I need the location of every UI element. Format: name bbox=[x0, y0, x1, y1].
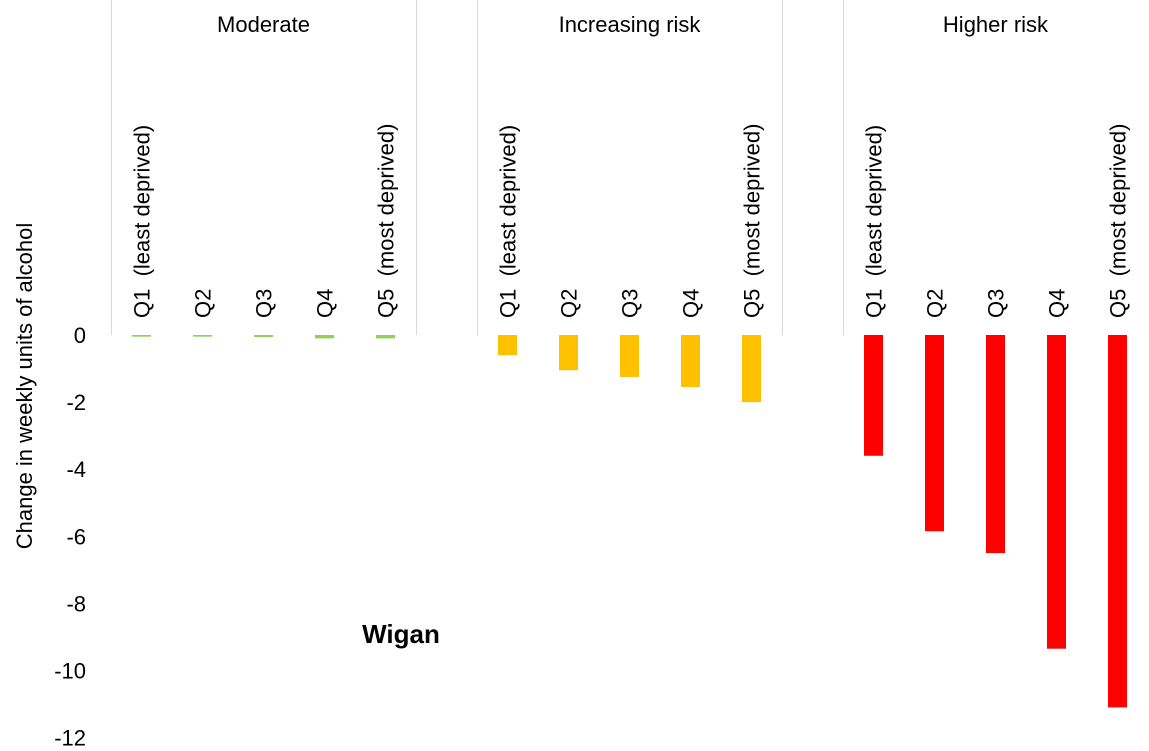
bar bbox=[132, 335, 151, 337]
y-tick-label: -6 bbox=[66, 524, 86, 549]
bar bbox=[376, 335, 395, 339]
bar bbox=[681, 335, 700, 388]
y-tick-label: -4 bbox=[66, 457, 86, 482]
bar bbox=[620, 335, 639, 377]
group-label: Moderate bbox=[217, 12, 310, 37]
category-label: Q3 bbox=[252, 289, 277, 318]
category-label: Q3 bbox=[618, 289, 643, 318]
category-label: Q2 bbox=[923, 289, 948, 318]
y-tick-label: -8 bbox=[66, 591, 86, 616]
bar bbox=[1047, 335, 1066, 649]
bar bbox=[1108, 335, 1127, 708]
group-label: Higher risk bbox=[943, 12, 1049, 37]
y-tick-label: -12 bbox=[54, 726, 86, 746]
bar bbox=[742, 335, 761, 403]
category-label: Q2 bbox=[557, 289, 582, 318]
bar bbox=[986, 335, 1005, 554]
y-tick-label: 0 bbox=[74, 323, 86, 348]
category-label: Q3 bbox=[984, 289, 1009, 318]
bar bbox=[925, 335, 944, 532]
category-label: Q4 bbox=[313, 289, 338, 318]
category-label: Q5 (most deprived) bbox=[1106, 124, 1131, 318]
category-label: Q5 (most deprived) bbox=[740, 124, 765, 318]
group-label: Increasing risk bbox=[559, 12, 702, 37]
bar bbox=[864, 335, 883, 456]
category-label: Q4 bbox=[1045, 289, 1070, 318]
y-axis-title: Change in weekly units of alcohol bbox=[12, 223, 37, 550]
category-label: Q1 (least deprived) bbox=[130, 125, 155, 318]
bar bbox=[254, 335, 273, 338]
category-label: Q5 (most deprived) bbox=[374, 124, 399, 318]
y-tick-label: -10 bbox=[54, 659, 86, 684]
category-label: Q1 (least deprived) bbox=[496, 125, 521, 318]
bar bbox=[315, 335, 334, 339]
bar bbox=[559, 335, 578, 371]
y-tick-label: -2 bbox=[66, 390, 86, 415]
chart-annotation: Wigan bbox=[362, 619, 440, 649]
bar bbox=[193, 335, 212, 337]
category-label: Q1 (least deprived) bbox=[862, 125, 887, 318]
category-label: Q2 bbox=[191, 289, 216, 318]
bar bbox=[498, 335, 517, 356]
category-label: Q4 bbox=[679, 289, 704, 318]
